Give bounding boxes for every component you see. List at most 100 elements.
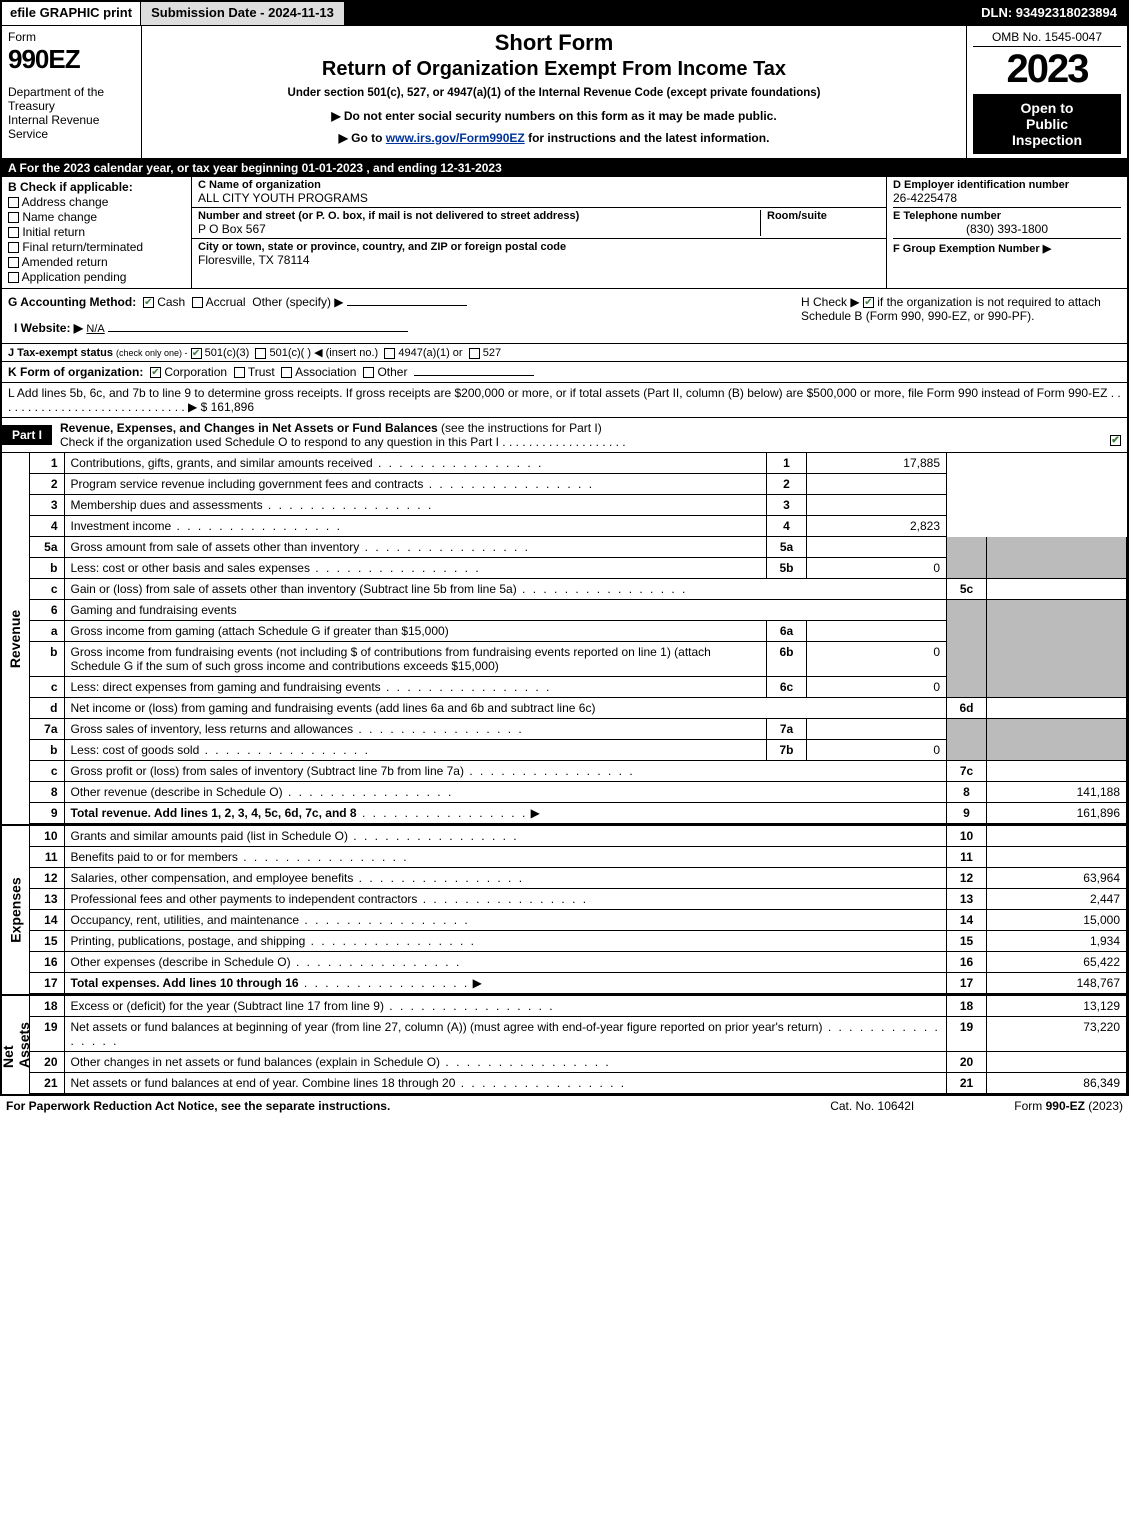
line-7c: cGross profit or (loss) from sales of in… [30, 761, 1127, 782]
return-title: Return of Organization Exempt From Incom… [150, 58, 958, 81]
c-city-label: City or town, state or province, country… [198, 241, 566, 253]
ein-value: 26-4225478 [893, 191, 1121, 205]
g-other-input[interactable] [347, 305, 467, 306]
chk-name[interactable] [8, 212, 19, 223]
chk-4947[interactable] [384, 348, 395, 359]
org-city: Floresville, TX 78114 [198, 253, 566, 267]
footer-right: Form 990-EZ (2023) [1014, 1099, 1123, 1113]
line-13: 13Professional fees and other payments t… [30, 889, 1127, 910]
part1-checkline: Check if the organization used Schedule … [60, 435, 626, 449]
line-3: 3Membership dues and assessments3 [30, 495, 1127, 516]
line-4: 4Investment income42,823 [30, 516, 1127, 537]
line-9: 9Total revenue. Add lines 1, 2, 3, 4, 5c… [30, 803, 1127, 824]
tel-value: (830) 393-1800 [893, 222, 1121, 236]
g-accrual: Accrual [206, 295, 246, 309]
g-label: G Accounting Method: [8, 295, 136, 309]
b-opt-final: Final return/terminated [22, 240, 143, 254]
chk-schedule-o[interactable] [1110, 435, 1121, 446]
k-trust: Trust [248, 365, 275, 379]
org-street: P O Box 567 [198, 222, 579, 236]
line-8: 8Other revenue (describe in Schedule O)8… [30, 782, 1127, 803]
irs-link[interactable]: www.irs.gov/Form990EZ [386, 131, 525, 145]
section-g: G Accounting Method: Cash Accrual Other … [8, 295, 801, 337]
org-name: ALL CITY YOUTH PROGRAMS [198, 191, 368, 205]
chk-pending[interactable] [8, 272, 19, 283]
chk-527[interactable] [469, 348, 480, 359]
b-title: B Check if applicable: [8, 180, 185, 194]
line-2: 2Program service revenue including gover… [30, 474, 1127, 495]
footer-cat: Cat. No. 10642I [830, 1099, 914, 1113]
k-other: Other [377, 365, 407, 379]
chk-accrual[interactable] [192, 297, 203, 308]
chk-cash[interactable] [143, 297, 154, 308]
l-value: 161,896 [211, 400, 254, 414]
b-opt-address: Address change [22, 195, 109, 209]
chk-amended[interactable] [8, 257, 19, 268]
line-18: 18Excess or (deficit) for the year (Subt… [30, 996, 1127, 1017]
goto-suffix: for instructions and the latest informat… [525, 131, 770, 145]
chk-trust[interactable] [234, 367, 245, 378]
chk-schedule-b[interactable] [863, 297, 874, 308]
k-other-input[interactable] [414, 375, 534, 376]
j-527: 527 [483, 347, 501, 359]
chk-initial[interactable] [8, 227, 19, 238]
part1-sub: (see the instructions for Part I) [441, 421, 602, 435]
department: Department of the Treasury Internal Reve… [8, 85, 135, 141]
chk-assoc[interactable] [281, 367, 292, 378]
chk-corp[interactable] [150, 367, 161, 378]
line-10: 10Grants and similar amounts paid (list … [30, 826, 1127, 847]
netassets-section: Net Assets 18Excess or (deficit) for the… [2, 996, 1127, 1094]
j-label: J Tax-exempt status [8, 347, 113, 359]
chk-501c[interactable] [255, 348, 266, 359]
short-form-title: Short Form [150, 30, 958, 56]
line-5a: 5aGross amount from sale of assets other… [30, 537, 1127, 558]
open1: Open to [977, 100, 1117, 116]
part1-header: Part I Revenue, Expenses, and Changes in… [2, 418, 1127, 453]
chk-other-org[interactable] [363, 367, 374, 378]
expenses-table: 10Grants and similar amounts paid (list … [30, 826, 1127, 994]
website-line [108, 331, 408, 332]
efile-graphic-print[interactable]: efile GRAPHIC print [2, 2, 140, 25]
f-group-label: F Group Exemption Number ▶ [893, 243, 1051, 255]
line-19: 19Net assets or fund balances at beginni… [30, 1017, 1127, 1052]
line-1: 1Contributions, gifts, grants, and simil… [30, 453, 1127, 474]
b-opt-initial: Initial return [22, 225, 85, 239]
line-11: 11Benefits paid to or for members11 [30, 847, 1127, 868]
d-ein-label: D Employer identification number [893, 179, 1121, 191]
form-number: 990EZ [8, 44, 135, 75]
line-21: 21Net assets or fund balances at end of … [30, 1073, 1127, 1094]
ssn-warning: ▶ Do not enter social security numbers o… [150, 109, 958, 123]
line-6d: dNet income or (loss) from gaming and fu… [30, 698, 1127, 719]
b-opt-amended: Amended return [22, 255, 108, 269]
section-k: K Form of organization: Corporation Trus… [2, 362, 1127, 383]
section-b: B Check if applicable: Address change Na… [2, 177, 192, 288]
under-section: Under section 501(c), 527, or 4947(a)(1)… [150, 87, 958, 99]
topbar: efile GRAPHIC print Submission Date - 20… [2, 2, 1127, 26]
section-h: H Check ▶ if the organization is not req… [801, 295, 1121, 337]
page-footer: For Paperwork Reduction Act Notice, see … [0, 1096, 1129, 1116]
chk-address[interactable] [8, 197, 19, 208]
j-501c: 501(c)( ) ◀ (insert no.) [269, 347, 378, 359]
line-14: 14Occupancy, rent, utilities, and mainte… [30, 910, 1127, 931]
k-corp: Corporation [164, 365, 227, 379]
dln: DLN: 93492318023894 [971, 2, 1127, 25]
line-15: 15Printing, publications, postage, and s… [30, 931, 1127, 952]
chk-final[interactable] [8, 242, 19, 253]
submission-date: Submission Date - 2024-11-13 [140, 2, 344, 25]
open2: Public [977, 116, 1117, 132]
i-label: I Website: ▶ [14, 321, 83, 335]
chk-501c3[interactable] [191, 348, 202, 359]
k-assoc: Association [295, 365, 356, 379]
k-label: K Form of organization: [8, 365, 143, 379]
netassets-table: 18Excess or (deficit) for the year (Subt… [30, 996, 1127, 1094]
j-4947: 4947(a)(1) or [398, 347, 462, 359]
l-text: L Add lines 5b, 6c, and 7b to line 9 to … [8, 386, 1121, 414]
c-street-label: Number and street (or P. O. box, if mail… [198, 210, 579, 222]
j-note: (check only one) - [116, 348, 188, 358]
expenses-section: Expenses 10Grants and similar amounts pa… [2, 826, 1127, 996]
j-501c3: 501(c)(3) [205, 347, 250, 359]
form-label: Form [8, 30, 135, 44]
open-to-public: Open to Public Inspection [973, 94, 1121, 154]
g-cash: Cash [157, 295, 185, 309]
h-text1: H Check ▶ [801, 295, 863, 309]
